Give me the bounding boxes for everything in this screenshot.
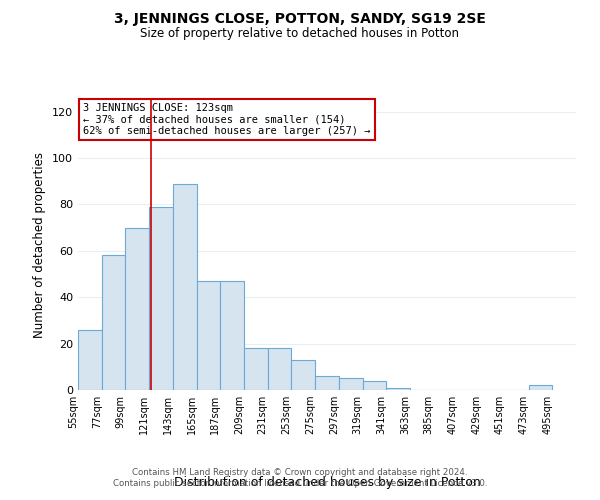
Text: 3 JENNINGS CLOSE: 123sqm
← 37% of detached houses are smaller (154)
62% of semi-: 3 JENNINGS CLOSE: 123sqm ← 37% of detach… [83,103,370,136]
Y-axis label: Number of detached properties: Number of detached properties [34,152,46,338]
Bar [339,378,362,390]
Bar [268,348,292,390]
Text: 3, JENNINGS CLOSE, POTTON, SANDY, SG19 2SE: 3, JENNINGS CLOSE, POTTON, SANDY, SG19 2… [114,12,486,26]
Bar [529,386,552,390]
Bar [220,281,244,390]
Bar [102,256,125,390]
Bar [315,376,339,390]
Bar [362,380,386,390]
Bar [173,184,197,390]
Text: Size of property relative to detached houses in Potton: Size of property relative to detached ho… [140,28,460,40]
Bar [292,360,315,390]
Bar [197,281,220,390]
Bar [386,388,410,390]
Bar [78,330,102,390]
Bar [125,228,149,390]
Bar [149,206,173,390]
X-axis label: Distribution of detached houses by size in Potton: Distribution of detached houses by size … [173,476,481,489]
Bar [244,348,268,390]
Text: Contains HM Land Registry data © Crown copyright and database right 2024.
Contai: Contains HM Land Registry data © Crown c… [113,468,487,487]
